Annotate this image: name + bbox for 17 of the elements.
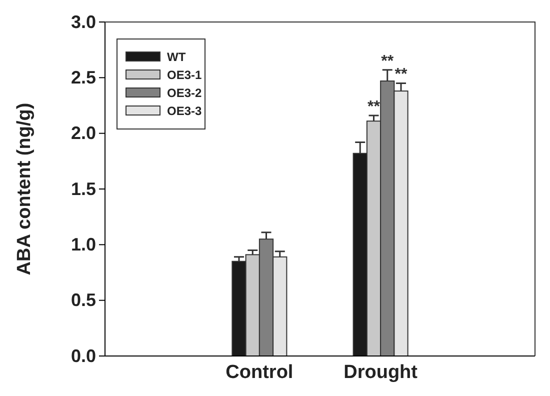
y-tick-label: 1.0 [70,234,96,254]
legend-label: OE3-3 [167,104,202,118]
legend-label: OE3-1 [167,68,202,82]
y-tick-label: 2.0 [70,123,96,144]
x-tick-label: Drought [344,362,418,383]
y-tick-label: 0.5 [70,290,96,310]
y-tick-label: 0.0 [70,346,96,366]
y-tick-label: 3.0 [70,12,96,32]
legend-label: OE3-2 [167,86,202,100]
y-axis-title: ABA content (ng/g) [14,102,35,276]
annotation: ** [368,98,381,116]
x-tick-label: Control [226,362,294,383]
annotation: ** [381,52,394,70]
y-tick-label: 1.5 [70,178,96,199]
legend-label: WT [167,50,186,64]
y-tick-label: 2.5 [70,67,96,88]
annotation: ** [394,66,408,84]
